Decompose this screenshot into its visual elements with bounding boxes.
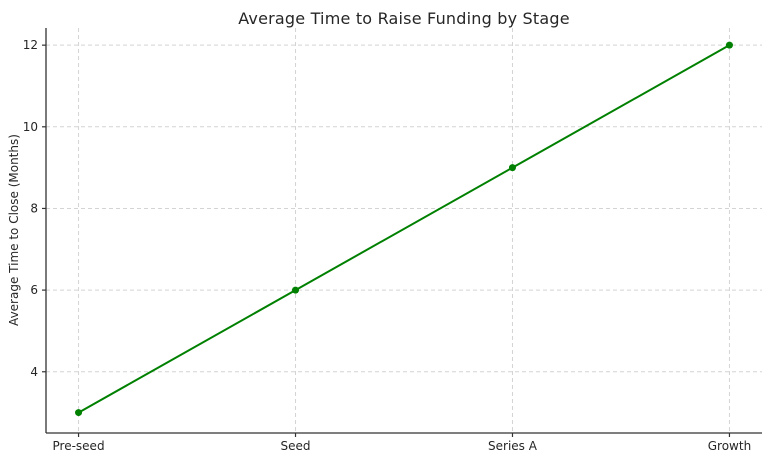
data-point bbox=[725, 41, 733, 49]
data-point bbox=[75, 409, 83, 417]
data-point bbox=[508, 164, 516, 172]
x-tick-label: Pre-seed bbox=[53, 439, 105, 453]
data-point bbox=[292, 286, 300, 294]
series-line bbox=[77, 44, 731, 414]
x-tick-label: Series A bbox=[488, 439, 538, 453]
y-tick-label: 10 bbox=[23, 120, 38, 134]
y-tick-label: 12 bbox=[23, 38, 38, 52]
x-tick-label: Growth bbox=[708, 439, 751, 453]
y-tick-label: 6 bbox=[30, 283, 38, 297]
chart-title: Average Time to Raise Funding by Stage bbox=[238, 9, 570, 28]
y-tick-label: 8 bbox=[30, 201, 38, 215]
y-tick-label: 4 bbox=[30, 365, 38, 379]
x-tick-label: Seed bbox=[281, 439, 311, 453]
